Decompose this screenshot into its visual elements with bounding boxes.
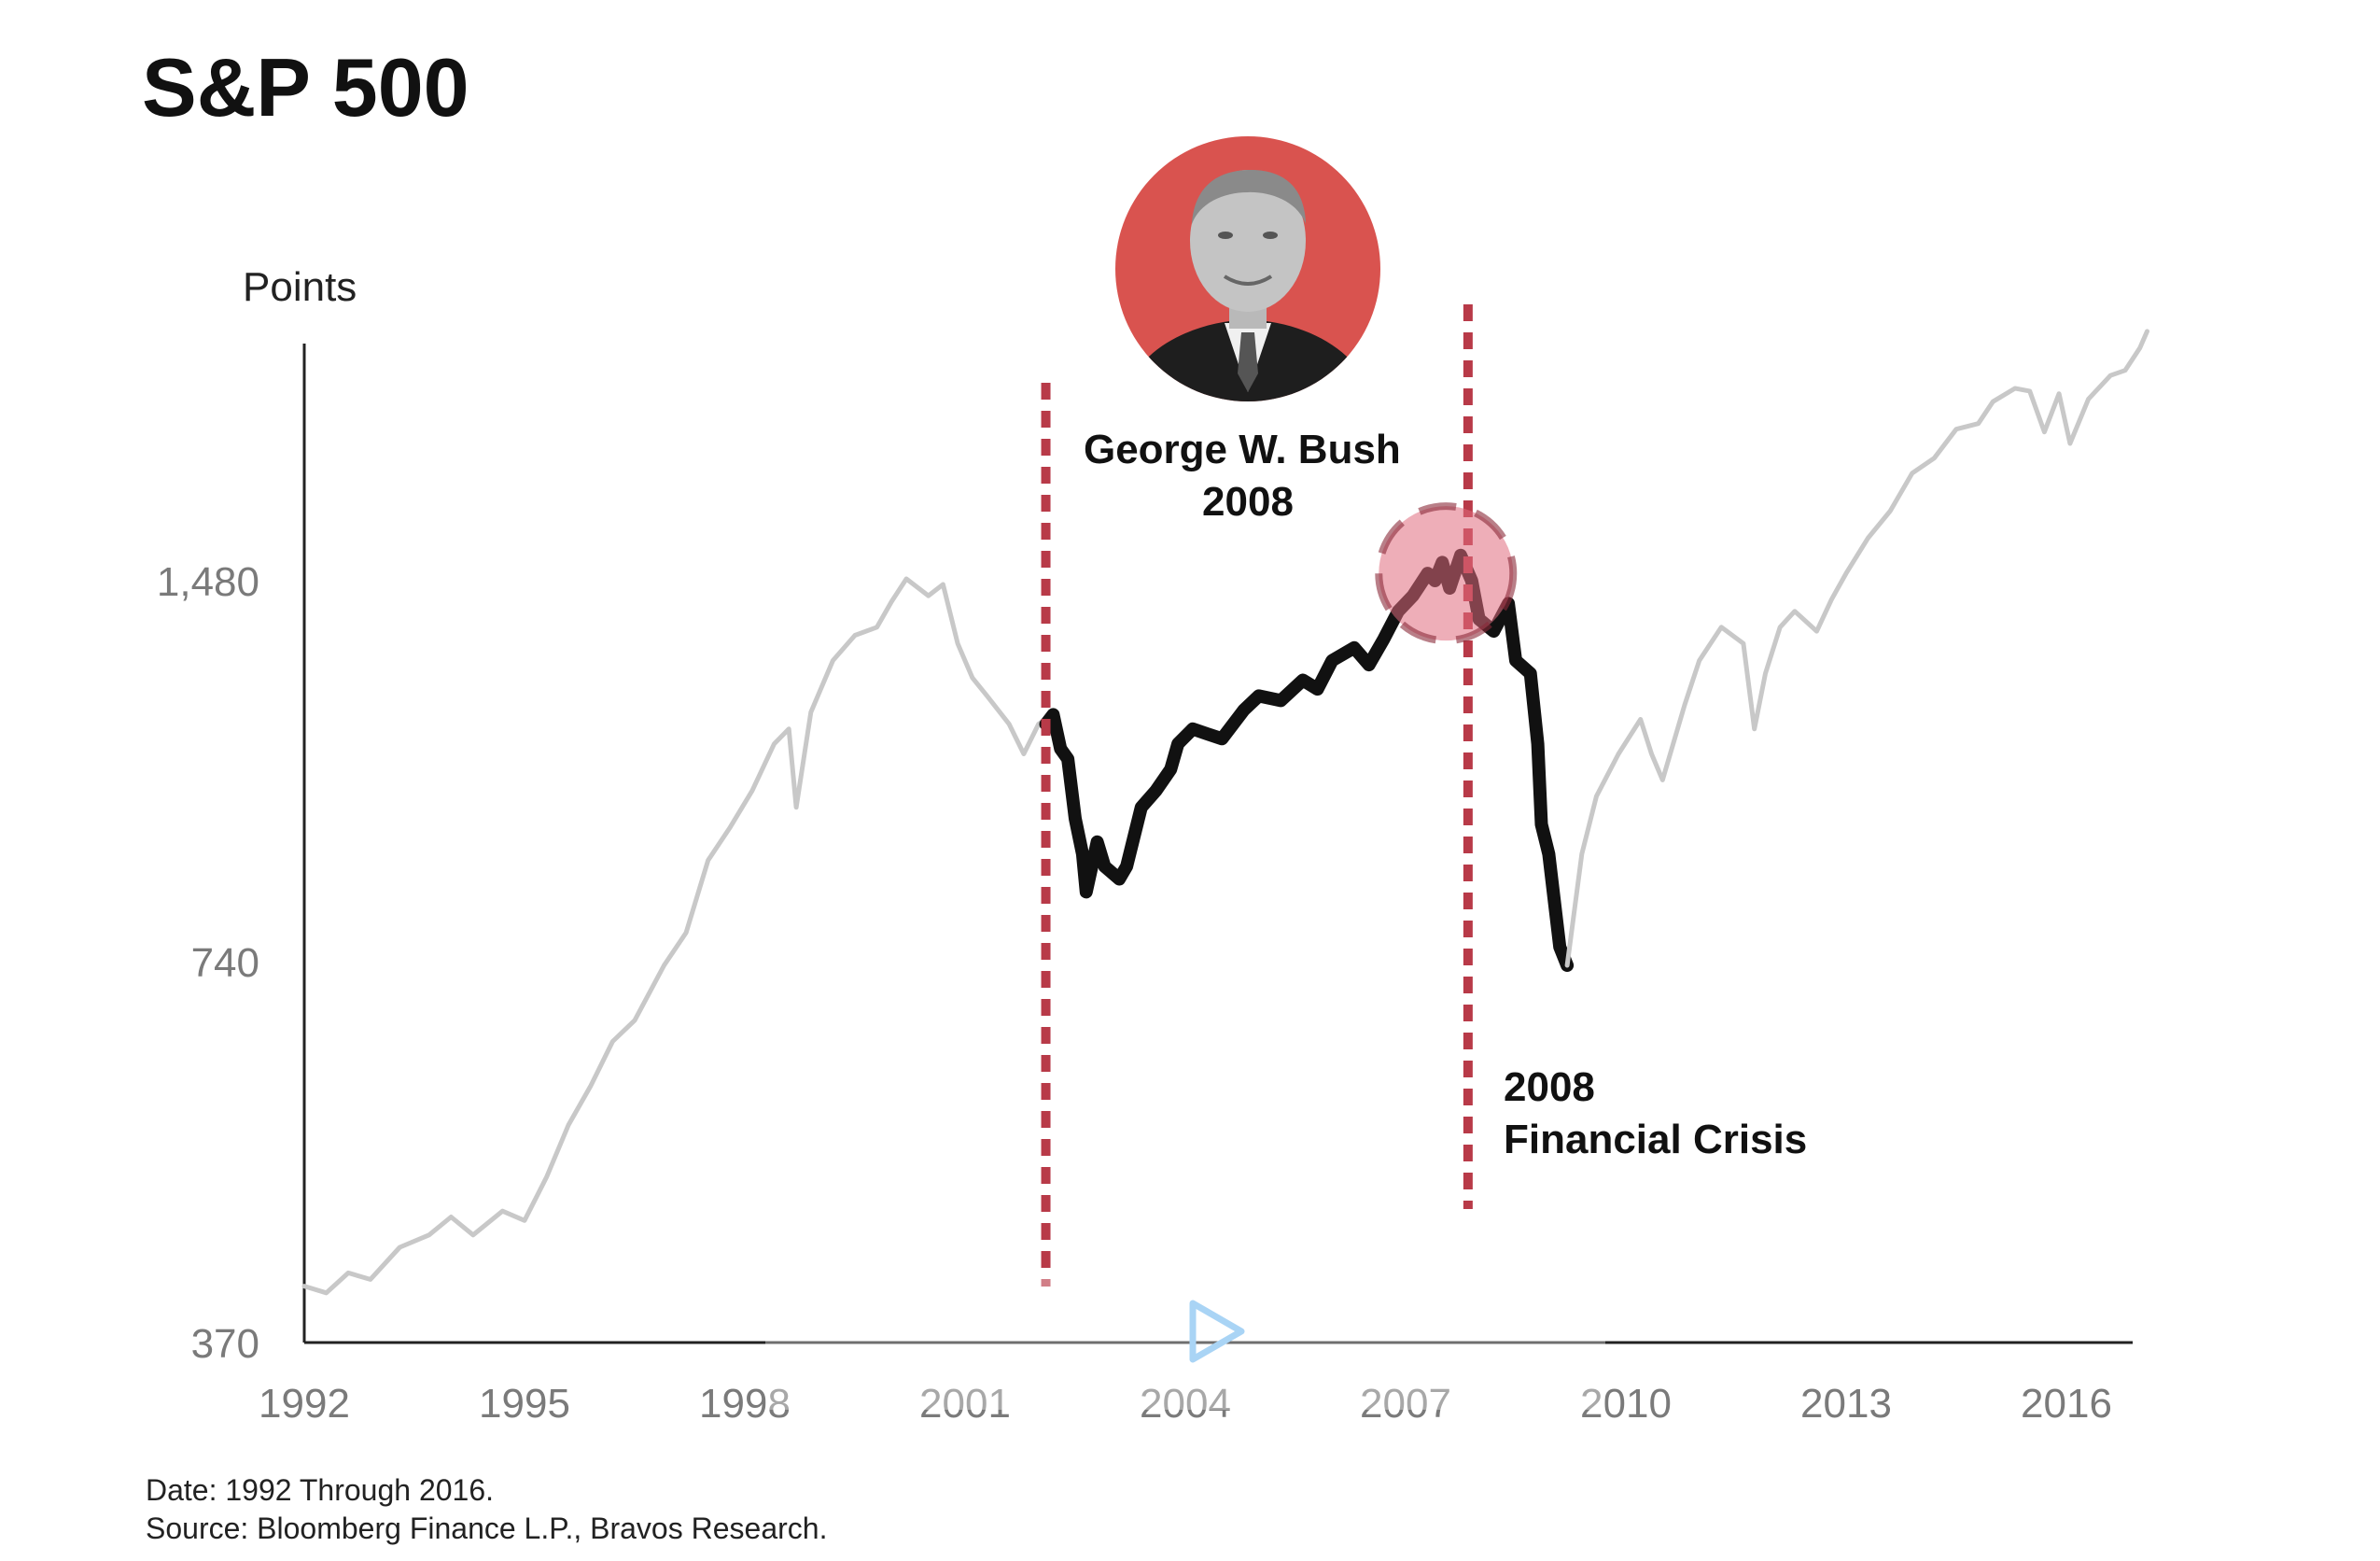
peak-highlight-ring [1375,502,1518,645]
x-tick-label: 2010 [1580,1381,1672,1427]
date-note: Date: 1992 Through 2016. [146,1473,494,1507]
y-tick-label: 1,480 [157,559,259,605]
series-line-context [1564,329,2149,968]
x-ticks: 1992 1995 1998 2001 2004 2007 2010 2013 2016 [259,1381,2112,1427]
annotation-bush: George W. Bush 2008 [1084,427,1412,525]
x-tick-label: 2004 [1140,1381,1231,1427]
x-tick-label: 2013 [1800,1381,1892,1427]
y-tick-label: 370 [191,1321,259,1367]
y-axis-label: Points [243,264,357,310]
x-tick-label: 1995 [479,1381,570,1427]
x-tick-label: 2001 [919,1381,1011,1427]
source-note: Source: Bloomberg Finance L.P., Bravos R… [146,1512,827,1545]
series-line-context [301,576,1048,1296]
person-icon [1120,170,1376,401]
play-button[interactable] [765,1279,1605,1410]
portrait-avatar [1115,136,1380,401]
chart-title: S&P 500 [142,41,469,134]
x-tick-label: 2007 [1360,1381,1451,1427]
markers-group [1041,304,1518,1287]
series-line-highlight [1039,548,1575,972]
annotation-crisis-line-1: 2008 [1504,1064,1595,1110]
annotation-crisis: 2008 Financial Crisis [1504,1064,1807,1162]
y-tick-label: 740 [191,940,259,986]
series-group [301,329,2149,1296]
peak-highlight-circle [1379,506,1514,641]
annotation-bush-line-2: 2008 [1202,479,1294,525]
y-ticks: 370 740 1,480 [157,559,259,1367]
annotation-bush-line-1: George W. Bush [1084,427,1401,472]
x-tick-label: 2016 [2021,1381,2112,1427]
play-icon[interactable] [1189,1300,1245,1363]
x-tick-label: 1998 [699,1381,791,1427]
annotation-crisis-line-2: Financial Crisis [1504,1117,1807,1162]
x-tick-label: 1992 [259,1381,350,1427]
